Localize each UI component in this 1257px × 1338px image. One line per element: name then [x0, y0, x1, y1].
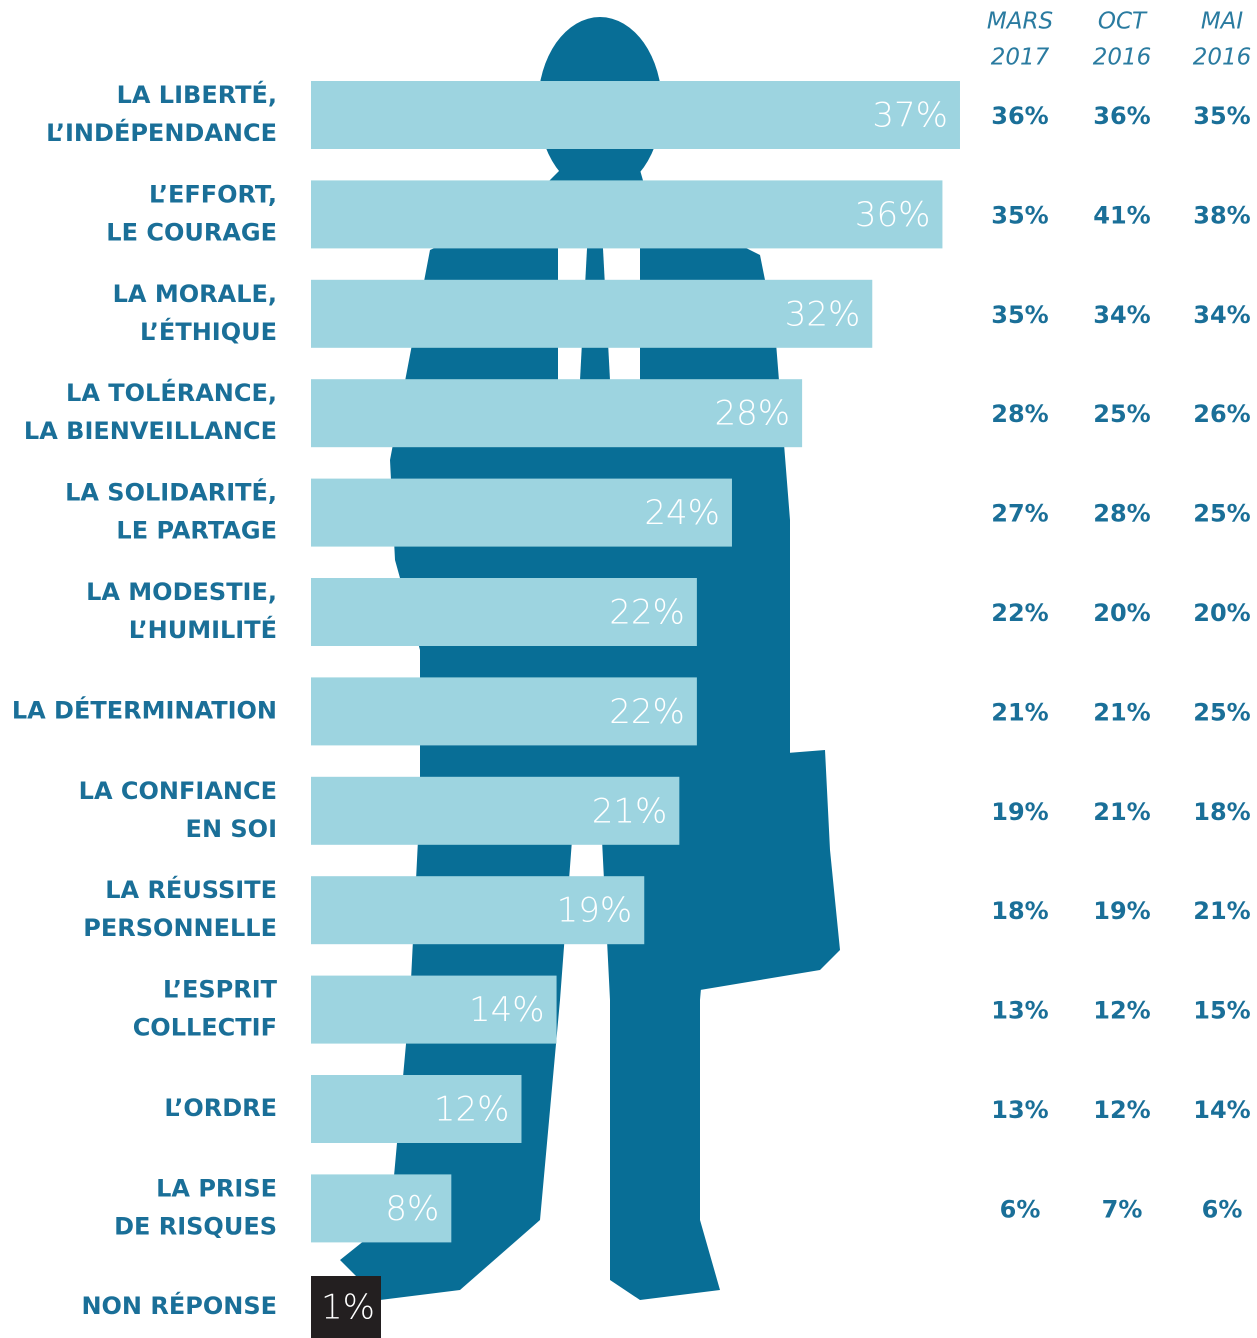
value-label: 19% — [557, 891, 633, 931]
column-header: OCT — [1098, 9, 1148, 35]
bar — [311, 975, 557, 1044]
value-label: 12% — [434, 1090, 510, 1130]
comparison-value: 34% — [1093, 301, 1150, 329]
comparison-value: 18% — [991, 897, 1048, 925]
comparison-value: 25% — [1093, 400, 1150, 428]
comparison-value: 6% — [1202, 1195, 1243, 1223]
column-header: 2016 — [1093, 45, 1152, 71]
comparison-value: 19% — [991, 798, 1048, 826]
comparison-value: 26% — [1193, 400, 1250, 428]
comparison-value: 13% — [991, 1096, 1048, 1124]
value-label: 1% — [321, 1288, 375, 1328]
category-label: LA SOLIDARITÉ, — [65, 478, 277, 507]
bar — [311, 478, 732, 547]
category-label: LA MORALE, — [113, 280, 277, 308]
comparison-value: 35% — [991, 201, 1048, 229]
category-label: L’ORDRE — [164, 1094, 277, 1122]
category-label: LE COURAGE — [106, 218, 277, 246]
category-label: L’HUMILITÉ — [129, 615, 277, 644]
value-label: 22% — [609, 692, 685, 732]
column-header: MAI — [1201, 9, 1244, 35]
category-label: L’ESPRIT — [163, 976, 278, 1004]
category-label: LA TOLÉRANCE, — [66, 378, 277, 407]
bar — [311, 876, 645, 945]
comparison-value: 6% — [1000, 1195, 1041, 1223]
bar — [311, 1075, 522, 1143]
value-label: 14% — [469, 990, 545, 1030]
value-label: 36% — [855, 195, 931, 235]
category-label: LE PARTAGE — [116, 517, 277, 545]
comparison-value: 12% — [1093, 997, 1150, 1025]
category-label: L’INDÉPENDANCE — [46, 118, 277, 147]
value-label: 32% — [785, 294, 861, 334]
category-label: LA LIBERTÉ, — [117, 80, 277, 109]
bar — [311, 776, 680, 845]
comparison-value: 36% — [1093, 102, 1150, 130]
comparison-value: 35% — [991, 301, 1048, 329]
comparison-value: 41% — [1093, 201, 1150, 229]
category-label: LA MODESTIE, — [86, 578, 277, 606]
comparison-value: 13% — [991, 997, 1048, 1025]
comparison-value: 38% — [1193, 201, 1250, 229]
comparison-value: 21% — [1093, 698, 1150, 726]
comparison-value: 22% — [991, 599, 1048, 627]
category-label: LA CONFIANCE — [79, 777, 277, 805]
category-label: DE RISQUES — [114, 1212, 277, 1240]
comparison-value: 27% — [991, 500, 1048, 528]
bar — [311, 81, 960, 149]
bar — [311, 677, 697, 746]
value-label: 28% — [715, 394, 791, 434]
comparison-value: 7% — [1102, 1195, 1143, 1223]
bar — [311, 578, 697, 646]
category-label: LA PRISE — [156, 1174, 277, 1202]
comparison-value: 35% — [1193, 102, 1250, 130]
comparison-value: 21% — [1093, 798, 1150, 826]
comparison-value: 20% — [1093, 599, 1150, 627]
comparison-value: 28% — [1093, 500, 1150, 528]
comparison-value: 19% — [1093, 897, 1150, 925]
value-label: 37% — [872, 96, 948, 136]
value-label: 24% — [644, 493, 720, 533]
bar — [311, 279, 873, 348]
comparison-value: 20% — [1193, 599, 1250, 627]
column-header: 2016 — [1193, 45, 1252, 71]
category-label: L’ÉTHIQUE — [140, 317, 277, 346]
column-header: MARS — [987, 9, 1053, 35]
bar — [311, 180, 943, 249]
comparison-value: 14% — [1193, 1096, 1250, 1124]
comparison-value: 25% — [1193, 698, 1250, 726]
category-label: NON RÉPONSE — [81, 1291, 277, 1320]
bar — [311, 379, 803, 448]
category-label: L’EFFORT, — [149, 180, 277, 208]
category-label: LA RÉUSSITE — [105, 875, 277, 904]
comparison-value: 25% — [1193, 500, 1250, 528]
comparison-value: 21% — [991, 698, 1048, 726]
value-label: 22% — [609, 593, 685, 633]
comparison-value: 15% — [1193, 997, 1250, 1025]
category-label: COLLECTIF — [133, 1014, 277, 1042]
category-label: EN SOI — [186, 815, 277, 843]
label-box — [311, 1276, 381, 1338]
comparison-value: 36% — [991, 102, 1048, 130]
comparison-value: 28% — [991, 400, 1048, 428]
comparison-value: 34% — [1193, 301, 1250, 329]
category-label: LA DÉTERMINATION — [12, 695, 277, 724]
value-label: 21% — [592, 791, 668, 831]
column-header: 2017 — [991, 45, 1050, 71]
category-label: LA BIENVEILLANCE — [24, 417, 277, 445]
category-label: PERSONNELLE — [83, 914, 277, 942]
bar — [311, 1174, 452, 1243]
comparison-value: 18% — [1193, 798, 1250, 826]
comparison-value: 21% — [1193, 897, 1250, 925]
value-label: 8% — [385, 1189, 439, 1229]
comparison-value: 12% — [1093, 1096, 1150, 1124]
